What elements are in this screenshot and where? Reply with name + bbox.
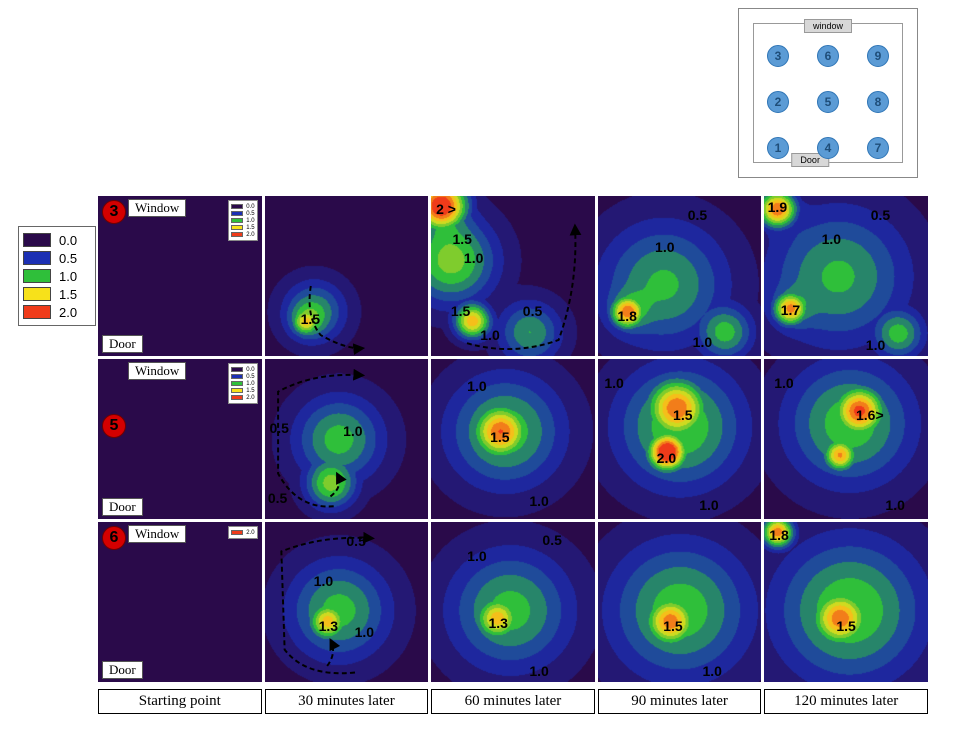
value-annotation: 1.0: [604, 375, 623, 391]
panel-window-label: Window: [128, 525, 186, 543]
value-annotation: 1.5: [451, 303, 470, 319]
plan-node-8: 8: [867, 91, 889, 113]
plan-node-3: 3: [767, 45, 789, 67]
value-annotation: 0.5: [346, 533, 365, 549]
plan-node-5: 5: [817, 91, 839, 113]
value-annotation: 1.0: [314, 573, 333, 589]
value-annotation: 1.0: [885, 497, 904, 513]
heatmap-panel: 1.5: [265, 196, 429, 356]
plan-node-1: 1: [767, 137, 789, 159]
value-annotation: 1.0: [467, 378, 486, 394]
value-annotation: 1.8: [617, 308, 636, 324]
value-annotation: 1.0: [467, 548, 486, 564]
value-annotation: 1.3: [319, 618, 338, 634]
heatmap-panel: 1.0 1.6> 1.0: [764, 359, 928, 519]
value-annotation: 1.0: [866, 337, 885, 353]
value-annotation: 1.0: [464, 250, 483, 266]
panel-row-6: WindowDoor62.00.51.01.31.00.51.01.31.01.…: [98, 522, 928, 682]
heatmap-panel: 0.5 1.0 0.5: [265, 359, 429, 519]
panel-window-label: Window: [128, 362, 186, 380]
heatmap-panel: 1.8 1.5: [764, 522, 928, 682]
value-annotation: 1.0: [822, 231, 841, 247]
time-label: 120 minutes later: [764, 689, 928, 714]
value-annotation: 2.0: [657, 450, 676, 466]
value-annotation: 2 >: [436, 201, 456, 217]
plan-node-6: 6: [817, 45, 839, 67]
heatmap-panel: Window Door 5 0.00.51.01.52.0: [98, 359, 262, 519]
time-label: 60 minutes later: [431, 689, 595, 714]
colorbar-level: 2.0: [59, 305, 77, 320]
panel-window-label: Window: [128, 199, 186, 217]
value-annotation: 1.0: [355, 624, 374, 640]
heatmap-panel: 1.5 1.0: [598, 522, 762, 682]
row-badge: 6: [102, 526, 126, 550]
value-annotation: 0.5: [871, 207, 890, 223]
plan-node-7: 7: [867, 137, 889, 159]
value-annotation: 0.5: [268, 490, 287, 506]
value-annotation: 1.0: [529, 493, 548, 509]
heatmap-panel: 1.9 0.5 1.0 1.7 1.0: [764, 196, 928, 356]
colorbar-level: 0.5: [59, 251, 77, 266]
row-badge: 3: [102, 200, 126, 224]
value-annotation: 1.0: [655, 239, 674, 255]
value-annotation: 0.5: [688, 207, 707, 223]
colorbar-level: 1.5: [59, 287, 77, 302]
panel-mini-legend: 0.00.51.01.52.0: [228, 200, 257, 241]
panel-row-3: WindowDoor30.00.51.01.52.01.52 >1.51.01.…: [98, 196, 928, 356]
value-annotation: 1.0: [480, 327, 499, 343]
value-annotation: 0.5: [270, 420, 289, 436]
value-annotation: 1.0: [702, 663, 721, 679]
value-annotation: 1.5: [663, 618, 682, 634]
heatmap-panel: 0.5 1.0 1.3 1.0: [265, 522, 429, 682]
time-label: Starting point: [98, 689, 262, 714]
time-label: 30 minutes later: [265, 689, 429, 714]
panel-mini-legend: 0.00.51.01.52.0: [228, 363, 257, 404]
value-annotation: 1.8: [769, 527, 788, 543]
colorbar-level: 0.0: [59, 233, 77, 248]
plan-node-9: 9: [867, 45, 889, 67]
value-annotation: 1.9: [768, 199, 787, 215]
value-annotation: 1.0: [343, 423, 362, 439]
panel-door-label: Door: [102, 335, 143, 353]
value-annotation: 1.0: [693, 334, 712, 350]
plan-node-2: 2: [767, 91, 789, 113]
heatmap-panel: Window Door 3 0.00.51.01.52.0: [98, 196, 262, 356]
room-floor-plan: window Door 369258147: [738, 8, 918, 178]
value-annotation: 1.7: [781, 302, 800, 318]
value-annotation: 1.0: [699, 497, 718, 513]
heatmap-grid: WindowDoor30.00.51.01.52.01.52 >1.51.01.…: [98, 196, 928, 714]
heatmap-panel: 1.0 1.5 1.0: [431, 359, 595, 519]
row-badge: 5: [102, 414, 126, 438]
value-annotation: 1.5: [673, 407, 692, 423]
time-label: 90 minutes later: [598, 689, 762, 714]
heatmap-panel: Window Door 6 2.0: [98, 522, 262, 682]
value-annotation: 1.5: [301, 311, 320, 327]
heatmap-panel: 0.5 1.0 1.3 1.0: [431, 522, 595, 682]
value-annotation: 1.5: [452, 231, 471, 247]
heatmap-panel: 0.5 1.0 1.8 1.0: [598, 196, 762, 356]
value-annotation: 1.5: [490, 429, 509, 445]
panel-mini-legend: 2.0: [228, 526, 257, 539]
value-annotation: 0.5: [542, 532, 561, 548]
plan-window-label: window: [804, 19, 852, 33]
colorbar-level: 1.0: [59, 269, 77, 284]
plan-node-4: 4: [817, 137, 839, 159]
panel-door-label: Door: [102, 498, 143, 516]
time-axis: Starting point30 minutes later60 minutes…: [98, 689, 928, 714]
heatmap-panel: 2 > 1.5 1.0 1.5 1.0 0.5: [431, 196, 595, 356]
value-annotation: 1.3: [488, 615, 507, 631]
value-annotation: 0.5: [523, 303, 542, 319]
value-annotation: 1.0: [774, 375, 793, 391]
value-annotation: 1.5: [836, 618, 855, 634]
value-annotation: 1.0: [529, 663, 548, 679]
value-annotation: 1.6>: [856, 407, 884, 423]
main-colorbar-legend: 0.0 0.5 1.0 1.5 2.0: [18, 226, 96, 326]
panel-door-label: Door: [102, 661, 143, 679]
panel-row-5: WindowDoor50.00.51.01.52.00.51.00.51.01.…: [98, 359, 928, 519]
heatmap-panel: 1.0 1.5 2.0 1.0: [598, 359, 762, 519]
